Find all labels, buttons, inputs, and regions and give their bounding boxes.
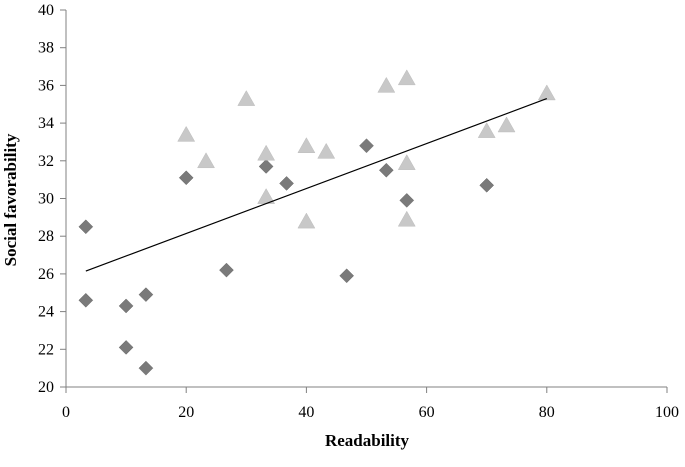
y-tick-label: 26 — [38, 266, 54, 283]
y-tick-label: 38 — [38, 40, 54, 57]
diamond-marker — [138, 287, 154, 302]
triangle-marker — [377, 76, 396, 93]
diamond-marker — [258, 159, 274, 174]
data-markers — [78, 69, 556, 376]
axis-ticks — [60, 9, 668, 393]
triangle-marker — [317, 142, 336, 159]
x-tick-label: 80 — [539, 404, 555, 421]
diamond-marker — [279, 176, 294, 191]
triangle-marker — [497, 116, 516, 133]
triangle-marker — [297, 212, 316, 229]
trendline — [85, 98, 548, 272]
diamond-marker — [339, 268, 355, 284]
triangle-marker — [257, 144, 276, 161]
y-tick-label: 30 — [38, 191, 54, 208]
x-tick-label: 40 — [298, 404, 314, 421]
diamond-marker — [118, 298, 134, 314]
y-tick-label: 22 — [38, 341, 54, 358]
y-tick-labels: 20 22 24 26 28 30 32 34 36 38 40 — [38, 2, 54, 396]
triangle-marker — [237, 90, 256, 106]
y-tick-label: 34 — [38, 115, 54, 132]
triangle-marker — [537, 84, 556, 101]
y-axis-title: Social favorability — [1, 133, 20, 266]
y-tick-label: 24 — [38, 304, 54, 321]
triangle-marker — [197, 152, 215, 169]
triangle-marker — [177, 125, 196, 142]
x-tick-label: 100 — [655, 404, 679, 421]
diamond-marker — [219, 262, 234, 278]
x-tick-label: 20 — [178, 404, 194, 421]
triangle-marker — [297, 137, 316, 153]
triangle-marker — [397, 69, 416, 86]
diamond-marker — [399, 193, 415, 208]
triangle-marker — [477, 122, 496, 138]
x-axis-title: Readability — [325, 431, 410, 450]
y-tick-label: 36 — [38, 77, 54, 94]
x-tick-label: 60 — [419, 404, 435, 421]
diamond-marker — [479, 177, 495, 193]
diamond-marker — [378, 162, 394, 178]
diamond-marker — [78, 219, 94, 235]
diamond-marker — [118, 340, 134, 355]
y-tick-label: 28 — [38, 228, 54, 245]
diamond-marker — [78, 292, 94, 308]
y-tick-label: 40 — [38, 2, 54, 19]
x-tick-labels: 0 20 40 60 80 100 — [62, 404, 679, 421]
y-tick-label: 20 — [38, 379, 54, 396]
triangle-marker — [397, 210, 416, 227]
diamond-marker — [178, 170, 194, 186]
diamond-marker — [138, 360, 154, 376]
triangle-marker — [397, 154, 416, 170]
x-tick-label: 0 — [62, 404, 70, 421]
y-tick-label: 32 — [38, 153, 54, 170]
diamond-marker — [359, 138, 374, 154]
